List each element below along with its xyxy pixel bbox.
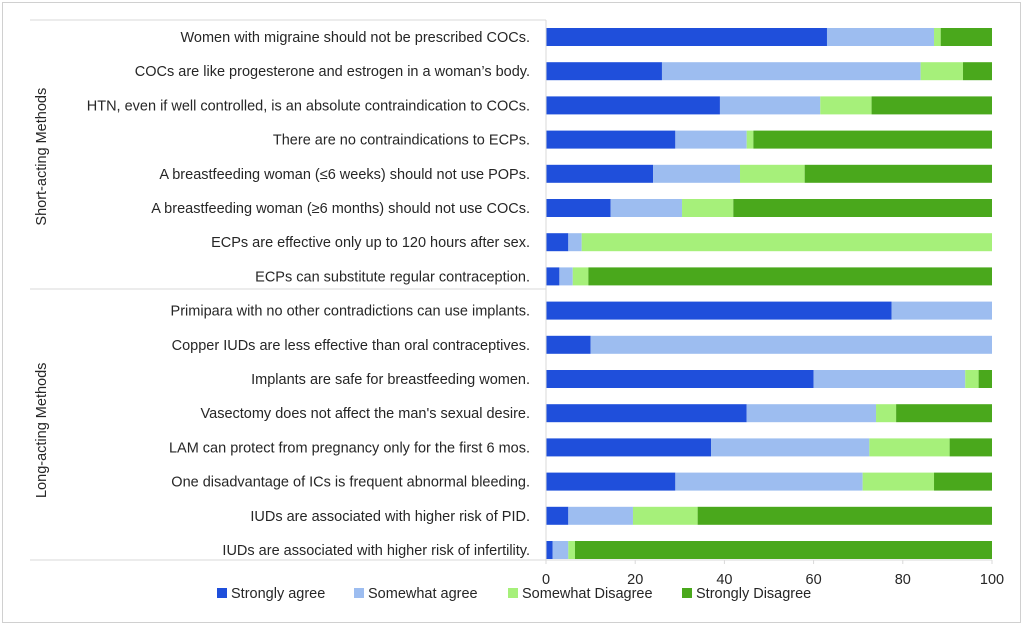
bar-segment-strongly-disagree-row-3 — [871, 96, 992, 115]
category-label: Copper IUDs are less effective than oral… — [172, 338, 530, 354]
x-tick-label: 100 — [980, 572, 1004, 588]
category-label: Implants are safe for breastfeeding wome… — [251, 372, 530, 388]
category-label: A breastfeeding woman (≥6 months) should… — [151, 201, 530, 217]
bar-segment-strongly-agree-row-4 — [546, 130, 676, 149]
bar-segment-somewhat-agree-row-13 — [711, 438, 870, 457]
bar-segment-somewhat-agree-row-11 — [813, 370, 966, 388]
legend-swatch-strongly-disagree — [682, 588, 692, 598]
x-tick-label: 0 — [542, 572, 550, 588]
bar-segment-strongly-disagree-row-15 — [697, 506, 992, 525]
bars-layer — [546, 28, 992, 559]
bar-segment-somewhat-disagree-row-4 — [746, 130, 754, 149]
bar-segment-somewhat-agree-row-5 — [653, 164, 741, 183]
bar-segment-somewhat-disagree-row-11 — [965, 370, 979, 388]
category-label: COCs are like progesterone and estrogen … — [135, 64, 530, 80]
legend-swatch-somewhat-disagree — [508, 588, 518, 598]
bar-segment-somewhat-agree-row-16 — [552, 541, 569, 559]
bar-segment-somewhat-disagree-row-14 — [862, 472, 935, 491]
group-label-2: Long-acting Methods — [34, 363, 50, 498]
bar-segment-somewhat-disagree-row-3 — [820, 96, 872, 115]
group-label-1: Short-acting Methods — [34, 88, 50, 226]
bar-segment-somewhat-agree-row-1 — [826, 28, 935, 46]
legend-label-strongly-agree: Strongly agree — [231, 586, 325, 602]
bar-segment-somewhat-agree-row-9 — [891, 301, 992, 320]
bar-segment-somewhat-disagree-row-15 — [632, 506, 698, 525]
bar-segment-strongly-agree-row-11 — [546, 370, 814, 388]
bar-segment-strongly-agree-row-3 — [546, 96, 720, 115]
bar-segment-somewhat-disagree-row-12 — [876, 404, 897, 423]
bar-segment-strongly-disagree-row-8 — [588, 267, 992, 286]
bar-segment-somewhat-agree-row-12 — [746, 404, 877, 423]
bar-segment-strongly-agree-row-16 — [546, 541, 553, 559]
bar-segment-somewhat-disagree-row-1 — [934, 28, 941, 46]
group-axis: Short-acting Methods Long-acting Methods — [30, 19, 546, 561]
bar-segment-strongly-disagree-row-4 — [753, 130, 992, 149]
bar-segment-strongly-agree-row-7 — [546, 233, 569, 252]
bar-segment-somewhat-disagree-row-6 — [682, 199, 734, 217]
category-label: Vasectomy does not affect the man's sexu… — [201, 406, 530, 422]
bar-segment-strongly-disagree-row-12 — [896, 404, 992, 423]
bar-segment-somewhat-agree-row-10 — [590, 335, 992, 354]
category-label: One disadvantage of ICs is frequent abno… — [171, 475, 530, 491]
x-tick-label: 40 — [716, 572, 732, 588]
category-label: Primipara with no other contradictions c… — [171, 304, 530, 320]
bar-segment-strongly-agree-row-13 — [546, 438, 712, 457]
bar-segment-strongly-agree-row-12 — [546, 404, 747, 423]
bar-segment-somewhat-agree-row-6 — [610, 199, 683, 217]
category-label: LAM can protect from pregnancy only for … — [169, 440, 530, 456]
category-label: IUDs are associated with higher risk of … — [222, 543, 530, 559]
x-tick-label: 80 — [895, 572, 911, 588]
legend-label-strongly-disagree: Strongly Disagree — [696, 586, 811, 602]
bar-segment-strongly-agree-row-14 — [546, 472, 676, 491]
bar-segment-strongly-agree-row-9 — [546, 301, 892, 320]
bar-segment-somewhat-disagree-row-8 — [572, 267, 589, 286]
bar-segment-strongly-disagree-row-2 — [963, 62, 992, 81]
category-label: ECPs can substitute regular contraceptio… — [255, 269, 530, 285]
category-label: Women with migraine should not be prescr… — [180, 30, 530, 46]
bar-segment-strongly-agree-row-6 — [546, 199, 611, 217]
bar-segment-strongly-agree-row-15 — [546, 506, 569, 525]
category-label: There are no contraindications to ECPs. — [273, 133, 530, 149]
x-tick-label: 20 — [627, 572, 643, 588]
legend: Strongly agree Somewhat agree Somewhat Dis… — [217, 586, 811, 602]
bar-segment-strongly-disagree-row-14 — [934, 472, 992, 491]
bar-segment-strongly-disagree-row-11 — [978, 370, 992, 388]
bar-segment-strongly-agree-row-10 — [546, 335, 591, 354]
category-label: HTN, even if well controlled, is an abso… — [87, 98, 530, 114]
legend-swatch-strongly-agree — [217, 588, 227, 598]
bar-segment-strongly-disagree-row-6 — [733, 199, 992, 217]
bar-segment-strongly-agree-row-2 — [546, 62, 662, 81]
bar-segment-somewhat-agree-row-8 — [559, 267, 573, 286]
bar-segment-somewhat-disagree-row-16 — [568, 541, 575, 559]
bar-segment-somewhat-agree-row-14 — [675, 472, 863, 491]
bar-segment-strongly-agree-row-5 — [546, 164, 654, 183]
bar-segment-strongly-agree-row-8 — [546, 267, 560, 286]
bar-segment-somewhat-disagree-row-2 — [920, 62, 964, 81]
legend-label-somewhat-agree: Somewhat agree — [368, 586, 478, 602]
bar-segment-somewhat-agree-row-7 — [568, 233, 582, 252]
bar-segment-somewhat-disagree-row-7 — [581, 233, 992, 252]
bar-segment-somewhat-agree-row-4 — [675, 130, 747, 149]
bar-segment-strongly-disagree-row-16 — [574, 541, 992, 559]
bar-segment-strongly-disagree-row-13 — [949, 438, 992, 457]
x-axis: 0 20 40 60 80 100 — [542, 20, 1004, 588]
bar-segment-strongly-disagree-row-5 — [804, 164, 992, 183]
bar-segment-somewhat-agree-row-3 — [719, 96, 821, 115]
bar-segment-strongly-agree-row-1 — [546, 28, 827, 46]
bar-segment-somewhat-disagree-row-13 — [869, 438, 950, 457]
category-label: A breastfeeding woman (≤6 weeks) should … — [159, 167, 530, 183]
category-label: IUDs are associated with higher risk of … — [250, 509, 530, 525]
bar-segment-strongly-disagree-row-1 — [940, 28, 992, 46]
bar-segment-somewhat-disagree-row-5 — [740, 164, 805, 183]
legend-swatch-somewhat-agree — [354, 588, 364, 598]
x-tick-label: 60 — [806, 572, 822, 588]
category-label: ECPs are effective only up to 120 hours … — [211, 235, 530, 251]
bar-segment-somewhat-agree-row-15 — [568, 506, 633, 525]
category-labels: Women with migraine should not be prescr… — [87, 30, 530, 559]
bar-segment-somewhat-agree-row-2 — [661, 62, 921, 81]
legend-label-somewhat-disagree: Somewhat Disagree — [522, 586, 653, 602]
